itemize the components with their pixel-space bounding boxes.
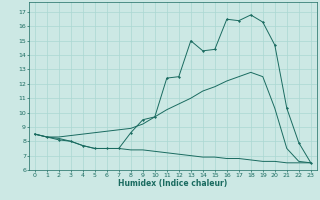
X-axis label: Humidex (Indice chaleur): Humidex (Indice chaleur) bbox=[118, 179, 228, 188]
